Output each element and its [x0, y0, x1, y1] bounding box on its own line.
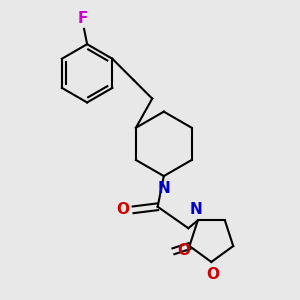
Text: N: N	[158, 181, 170, 196]
Text: F: F	[78, 11, 88, 26]
Text: N: N	[190, 202, 203, 217]
Text: O: O	[206, 268, 219, 283]
Text: O: O	[116, 202, 130, 217]
Text: O: O	[177, 242, 190, 257]
